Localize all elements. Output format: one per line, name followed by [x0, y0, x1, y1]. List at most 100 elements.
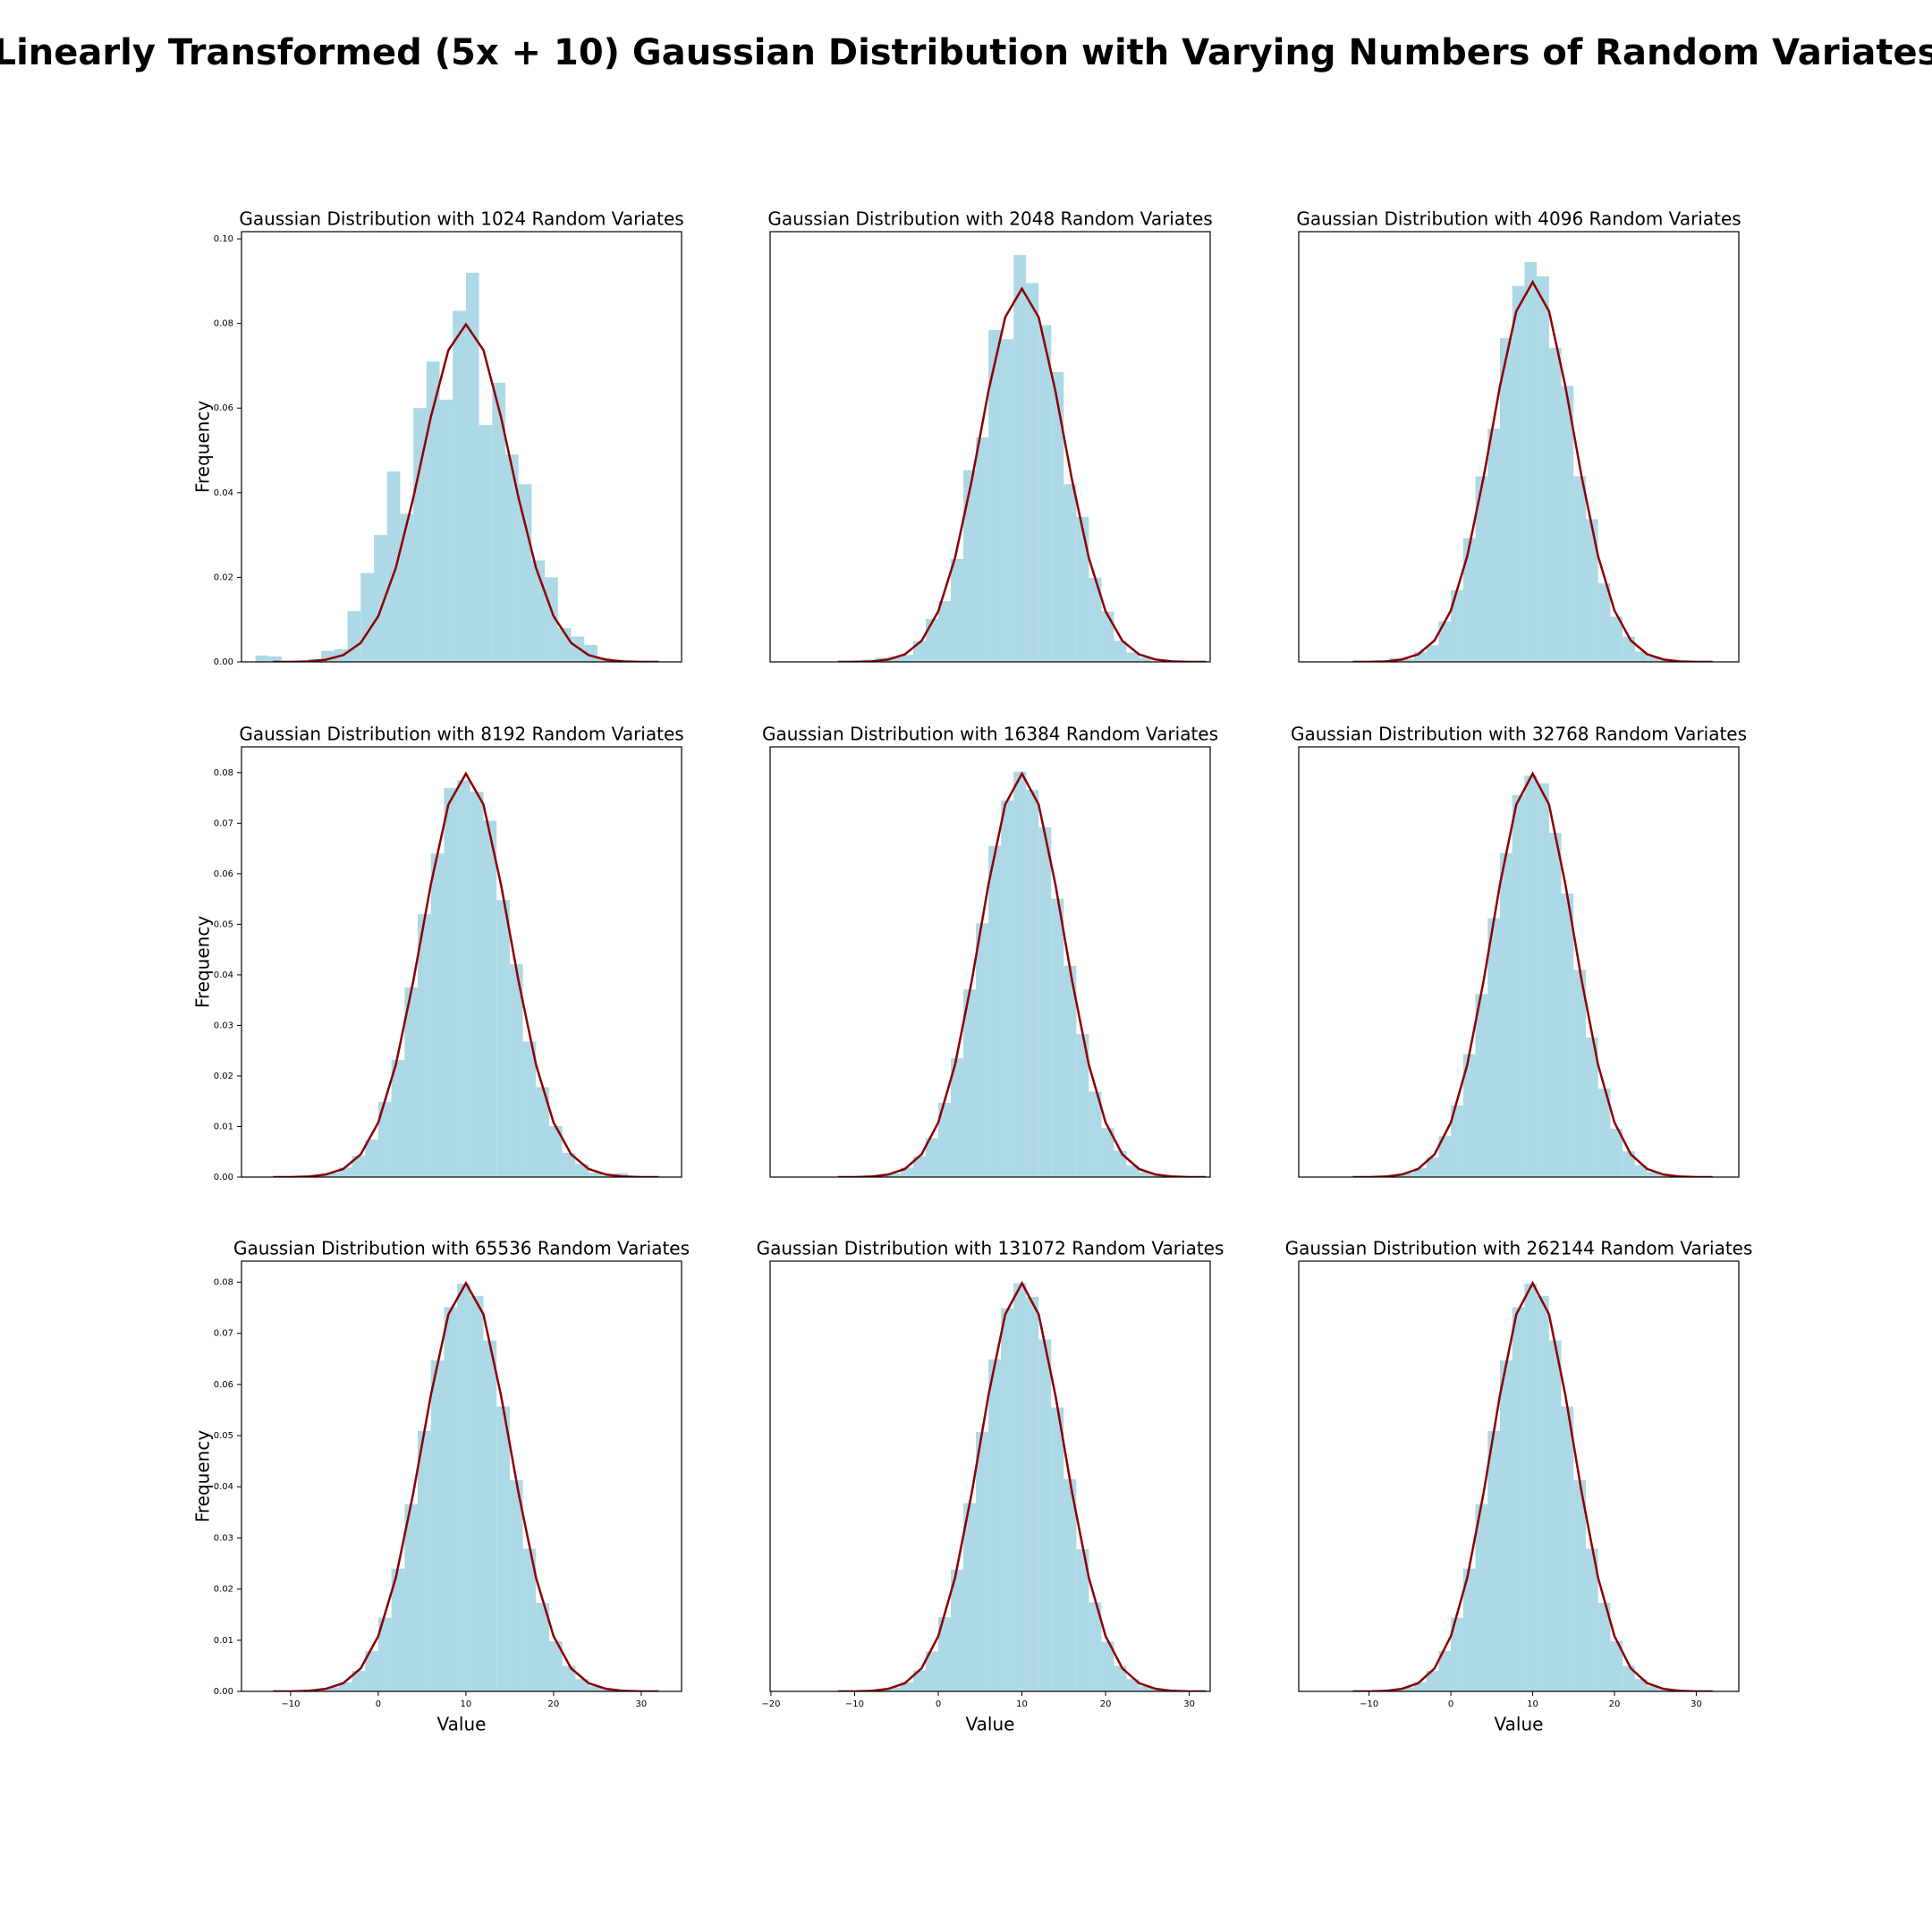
- density-curve: [273, 1281, 659, 1691]
- histogram-bar: [360, 572, 374, 662]
- density-curve: [1352, 279, 1713, 662]
- x-tick-label: −10: [1360, 1699, 1378, 1709]
- axes-frame: [241, 231, 682, 663]
- y-tick-label: 0.00: [214, 1687, 233, 1697]
- histogram-bar: [1475, 994, 1488, 1177]
- histogram-bar: [1499, 852, 1513, 1177]
- y-tick-label: 0.08: [214, 768, 233, 778]
- histogram-bar: [1051, 898, 1064, 1177]
- subplot: −10 0 10 20 30 Gaussian Distribution with 262…: [1285, 1238, 1753, 1735]
- histogram-bar: [1001, 800, 1014, 1177]
- x-tick-label: 10: [461, 1699, 472, 1709]
- histogram-bar: [1623, 1665, 1635, 1691]
- x-tick-label: 20: [548, 1699, 560, 1709]
- histogram-bar: [1001, 1308, 1014, 1691]
- histogram-bar: [255, 655, 269, 662]
- histogram-bar: [549, 1640, 563, 1691]
- histogram-bar: [1487, 918, 1500, 1177]
- histogram-bar: [1076, 516, 1089, 662]
- y-tick-label: 0.00: [214, 1173, 233, 1182]
- histogram-bar: [1585, 1548, 1598, 1691]
- histogram-bar: [444, 1307, 458, 1691]
- y-tick-label: 0.10: [214, 234, 233, 244]
- histogram-bar: [614, 1173, 629, 1177]
- histogram-bar: [1026, 283, 1039, 662]
- histogram-bar: [1548, 833, 1562, 1177]
- histogram-bar: [505, 454, 519, 662]
- histogram-bar: [963, 1503, 977, 1691]
- subplot-title: Gaussian Distribution with 4096 Random V…: [1296, 208, 1741, 230]
- subplot-title: Gaussian Distribution with 2048 Random V…: [767, 208, 1212, 230]
- axes-frame: [1298, 746, 1740, 1178]
- subplot: 0.00 0.01 0.02 0.03 0.04 0.05 0.06 0.07 0.08 Gaus…: [192, 724, 684, 1183]
- y-tick-label: 0.04: [214, 488, 233, 498]
- axes-frame: [769, 1260, 1211, 1692]
- x-tick-label: 20: [1100, 1699, 1112, 1709]
- histogram-bar: [1013, 771, 1027, 1177]
- histogram-bar: [887, 1687, 901, 1691]
- density-curve: [273, 322, 659, 662]
- histogram-bar: [509, 1479, 523, 1691]
- density-curve: [837, 1280, 1207, 1691]
- plot-area: [837, 255, 1207, 662]
- subplot-title: Gaussian Distribution with 32768 Random …: [1291, 724, 1747, 745]
- histogram-bar: [522, 1548, 537, 1691]
- histogram-bar: [951, 1058, 964, 1177]
- histogram-bar: [1499, 1360, 1513, 1691]
- x-axis-label: Value: [966, 1714, 1015, 1735]
- subplot-title: Gaussian Distribution with 65536 Random …: [233, 1238, 690, 1259]
- histogram-bar: [1089, 1091, 1102, 1177]
- histogram-bar: [1659, 1174, 1673, 1177]
- histogram-bar: [352, 1671, 366, 1691]
- plot-area: [1352, 1280, 1713, 1691]
- y-tick-label: 0.08: [214, 319, 233, 329]
- histogram-bar: [391, 1568, 405, 1691]
- y-tick-label: 0.02: [214, 572, 233, 582]
- density-curve: [1352, 771, 1713, 1177]
- histogram-bar: [426, 361, 440, 662]
- y-axis-label: Frequency: [192, 1430, 214, 1522]
- histogram-bar: [1475, 476, 1488, 662]
- histogram-bar: [1402, 1687, 1414, 1691]
- subplot: −20 −10 0 10 20 30 Gaussian Distribution with …: [757, 1238, 1224, 1735]
- figure-title: Linearly Transformed (5x + 10) Gaussian …: [0, 32, 1932, 73]
- histogram-bar: [976, 437, 989, 662]
- histogram-bar: [1076, 1549, 1089, 1691]
- histogram-bar: [1512, 285, 1525, 662]
- histogram-bar: [1413, 1682, 1427, 1691]
- histogram-bar: [457, 1284, 470, 1691]
- histogram-bar: [562, 1665, 576, 1691]
- histogram-bar: [912, 1670, 926, 1691]
- y-tick-label: 0.04: [214, 1482, 233, 1492]
- y-tick-label: 0.07: [214, 818, 233, 828]
- y-tick-label: 0.05: [214, 919, 233, 929]
- plot-area: [273, 1281, 659, 1691]
- histogram-bar: [1573, 1479, 1586, 1691]
- histogram-bar: [1548, 347, 1562, 662]
- histogram-bar: [900, 1167, 913, 1177]
- histogram-bar: [1426, 1157, 1439, 1177]
- y-tick-label: 0.06: [214, 869, 233, 879]
- histogram-bar: [1462, 1568, 1476, 1691]
- histogram-bar: [479, 425, 493, 662]
- histogram-bar: [963, 470, 977, 662]
- histogram-bar: [1089, 1602, 1102, 1691]
- histogram-bar: [496, 900, 510, 1177]
- subplot-title: Gaussian Distribution with 16384 Random …: [762, 724, 1218, 745]
- histogram-bar: [976, 1432, 989, 1691]
- histogram-bar: [1151, 1174, 1165, 1177]
- histogram-bar: [1038, 325, 1052, 662]
- histogram-bar: [347, 611, 361, 662]
- histogram-bar: [925, 1651, 939, 1691]
- plot-area: [273, 771, 659, 1177]
- y-tick-label: 0.03: [214, 1021, 233, 1030]
- histogram-bar: [1512, 794, 1525, 1177]
- x-tick-label: 10: [1016, 1699, 1028, 1709]
- axes-frame: [1298, 231, 1740, 663]
- histogram-bar: [1139, 1172, 1152, 1177]
- histogram-bar: [430, 853, 445, 1177]
- histogram-bar: [1561, 386, 1574, 662]
- histogram-bar: [1426, 1671, 1439, 1691]
- y-tick-label: 0.08: [214, 1277, 233, 1287]
- x-axis-label: Value: [1495, 1714, 1544, 1735]
